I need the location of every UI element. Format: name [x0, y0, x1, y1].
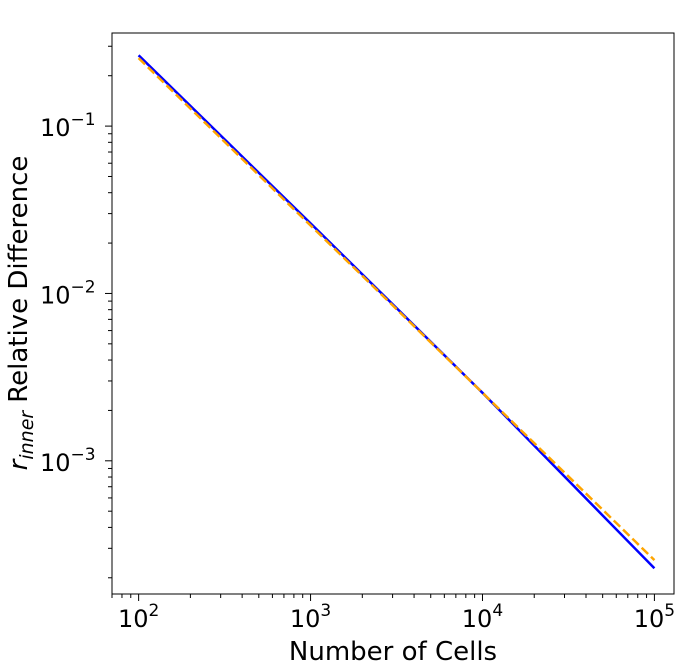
y-axis-label-subscript: inner	[16, 410, 38, 460]
x-tick-label: 103	[290, 601, 331, 633]
x-tick-label-base: 10	[118, 605, 149, 633]
y-tick-label-exp: −1	[71, 110, 96, 130]
x-tick-label: 105	[634, 601, 675, 633]
y-tick-label: 10−3	[40, 445, 96, 477]
y-tick-label-base: 10	[40, 281, 71, 309]
x-tick-label: 104	[462, 601, 503, 633]
y-tick-label-exp: −3	[71, 445, 96, 465]
x-tick-label-base: 10	[634, 605, 665, 633]
y-ticks: 10−310−210−1	[40, 45, 112, 579]
x-axis-label: Number of Cells	[289, 637, 497, 666]
y-axis-label: rinner Relative Difference	[4, 156, 38, 471]
plot-area	[112, 33, 674, 594]
y-axis-label-symbol: r	[4, 457, 34, 470]
series-layer	[137, 54, 656, 570]
x-tick-label-exp: 3	[320, 601, 331, 621]
x-ticks: 102 103 104 105	[111, 594, 675, 633]
y-tick-label-base: 10	[40, 449, 71, 477]
x-tick-label-exp: 4	[492, 601, 503, 621]
x-tick-label-base: 10	[462, 605, 493, 633]
x-tick-label-exp: 2	[148, 601, 159, 621]
y-axis-label-text: Relative Difference	[4, 156, 34, 403]
y-tick-label: 10−2	[40, 277, 96, 309]
x-tick-label-exp: 5	[664, 601, 675, 621]
y-tick-label-exp: −2	[71, 277, 96, 297]
y-tick-label-base: 10	[40, 114, 71, 142]
x-tick-label-base: 10	[290, 605, 321, 633]
x-tick-label: 102	[118, 601, 159, 633]
series-line-1	[137, 57, 656, 561]
y-tick-label: 10−1	[40, 110, 96, 142]
